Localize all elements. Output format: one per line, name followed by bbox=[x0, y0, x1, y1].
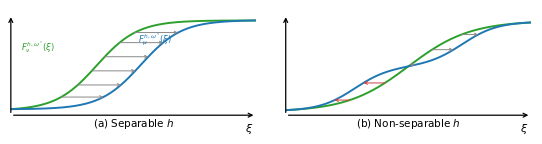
Text: $\xi$: $\xi$ bbox=[520, 122, 528, 136]
Text: $\xi$: $\xi$ bbox=[245, 122, 253, 136]
Text: (a) Separable $h$: (a) Separable $h$ bbox=[93, 117, 174, 131]
Text: $F_\nu^{h,\omega^*}(\xi)$: $F_\nu^{h,\omega^*}(\xi)$ bbox=[21, 39, 55, 55]
Text: $F_\mu^{h,\omega^*}(\xi)$: $F_\mu^{h,\omega^*}(\xi)$ bbox=[138, 31, 172, 48]
Text: (b) Non-separable $h$: (b) Non-separable $h$ bbox=[356, 117, 461, 131]
